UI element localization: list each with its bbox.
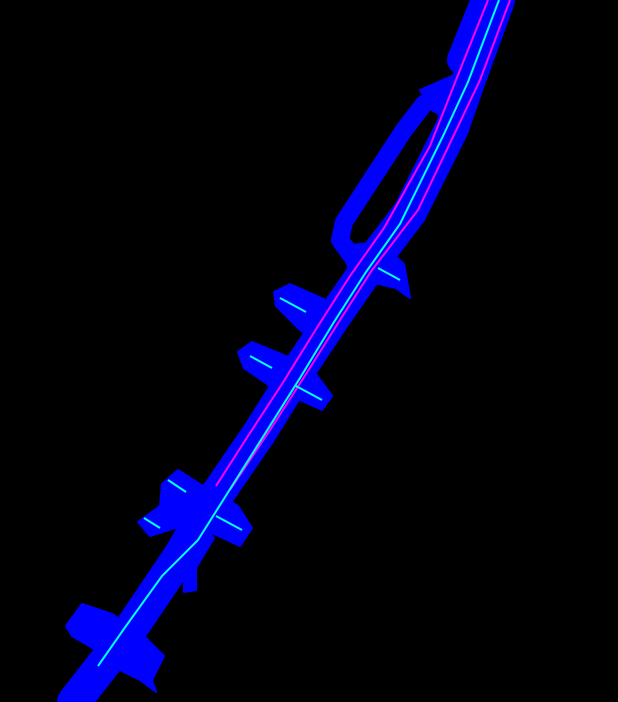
side-road-junction: [419, 67, 477, 121]
intersection-4: [137, 469, 253, 547]
lane-dividers: [215, 0, 511, 491]
lane-center-main: [97, 0, 500, 667]
lane-marking-4: [295, 385, 323, 401]
divider-right: [229, 0, 511, 491]
lane-marking-6: [143, 517, 161, 529]
lane-marking-2: [279, 297, 307, 313]
divider-left: [215, 0, 489, 487]
lane-markings: [97, 0, 500, 667]
intersection-5: [65, 603, 165, 693]
main-carriageway: [57, 0, 515, 702]
lane-marking-1: [377, 267, 401, 281]
lane-marking-7: [215, 515, 243, 531]
lane-marking-5: [167, 479, 187, 493]
lane-marking-3: [249, 355, 273, 369]
main-carriageway-north: [447, 0, 501, 75]
